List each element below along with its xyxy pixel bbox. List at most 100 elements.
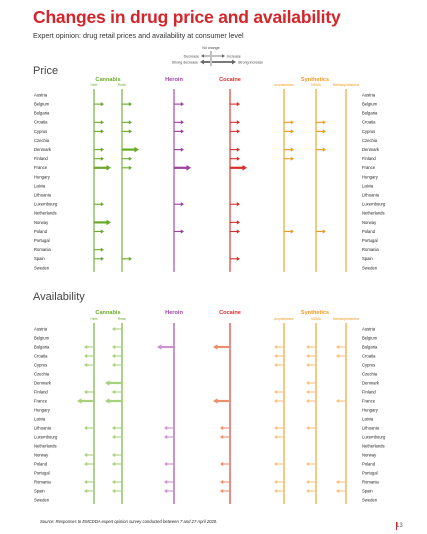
column-subheader: Methamphetamine [333,83,360,87]
arrow-head [322,229,326,234]
column-subheader: Resin [118,83,126,87]
country-label-left: Sweden [34,497,50,502]
arrow-head [164,461,168,467]
arrow-head [84,389,88,395]
country-label-right: Romania [362,247,379,252]
arrow-head [100,120,104,125]
legend-strong-increase-label: Strong increase [238,60,263,64]
country-label-right: Czechia [362,138,378,143]
arrow-head [306,380,310,386]
country-label-left: Hungary [34,407,51,412]
arrow-head [106,219,111,226]
arrow-head [236,220,240,225]
arrow-head [77,398,82,404]
country-label-right: Norway [362,452,377,457]
country-label-right: Bulgaria [362,344,378,349]
arrow-head [105,398,110,404]
country-label-left: France [34,165,48,170]
source-note: Source: Responses to EMCDDA expert opini… [40,519,218,524]
arrow-head [112,488,116,494]
arrow-head [274,479,278,485]
group-header: Synthetics [301,77,329,83]
column-subheader: Amphetamine [274,317,294,321]
legend-no-change-label: No change [202,46,219,50]
country-label-left: Norway [34,220,49,225]
country-label-right: Hungary [362,407,379,412]
country-label-right: Spain [362,488,373,493]
country-label-right: Romania [362,479,379,484]
country-label-left: Luxembourg [34,434,58,439]
arrow-head [336,353,340,359]
arrow-head [180,202,184,207]
country-label-left: Lithuania [34,425,52,430]
country-label-left: Finland [34,156,48,161]
country-label-right: Netherlands [362,211,385,216]
country-label-right: Luxembourg [362,202,386,207]
country-label-left: Croatia [34,353,48,358]
column-subheader: Herb [91,317,98,321]
arrow-head [290,229,294,234]
country-label-left: Romania [34,479,51,484]
arrow-head [274,362,278,368]
country-label-right: Austria [362,92,376,97]
country-label-left: Netherlands [34,211,57,216]
country-label-right: Belgium [362,335,378,340]
arrow-head [164,488,168,494]
country-label-left: Portugal [34,238,50,243]
country-label-left: Latvia [34,183,46,188]
country-label-right: France [362,398,376,403]
country-label-left: Netherlands [34,443,57,448]
arrow-head [236,147,240,152]
arrow-head [274,344,278,350]
arrow-head [84,488,88,494]
column-subheader: MDMA [311,83,322,87]
country-label-left: Denmark [34,380,52,385]
arrow-head [306,344,310,350]
column-subheader: Methamphetamine [333,317,360,321]
country-label-left: Portugal [34,470,50,475]
arrow-head [220,461,224,467]
arrow-head [100,129,104,134]
arrow-head [134,146,139,153]
country-label-right: Lithuania [362,193,380,198]
country-label-right: Croatia [362,120,376,125]
country-label-left: Hungary [34,174,51,179]
arrow-head [84,461,88,467]
arrow-head [100,256,104,261]
country-label-right: Croatia [362,353,376,358]
arrow-head [112,326,116,332]
legend-increase-label: Increase [227,54,241,58]
arrow-head [290,156,294,161]
arrow-head [186,165,191,171]
arrow-head [180,102,184,107]
arrow-head [336,479,340,485]
group-header: Cocaine [219,310,241,316]
country-label-left: Bulgaria [34,344,50,349]
arrow-head [306,398,310,404]
arrow-head [220,479,224,485]
country-label-left: Sweden [34,265,50,270]
column-subheader: Resin [118,317,126,321]
group-header: Heroin [165,310,183,316]
arrow-head [105,380,110,386]
country-label-right: Denmark [362,147,380,152]
page-subtitle: Expert opinion: drug retail prices and a… [33,31,244,40]
country-label-left: Czechia [34,371,50,376]
arrow-head [220,488,224,494]
arrow-head [306,461,310,467]
arrow-head [306,389,310,395]
country-label-left: Lithuania [34,193,52,198]
arrow-head [336,398,340,404]
page-title: Changes in drug price and availability [33,7,341,27]
arrow-head [242,165,247,171]
country-label-left: Bulgaria [34,111,50,116]
country-label-right: Latvia [362,183,374,188]
legend-strong-increase-arrowhead [232,59,236,65]
arrow-head [306,353,310,359]
country-label-left: Finland [34,389,48,394]
arrow-head [236,202,240,207]
country-label-right: Belgium [362,102,378,107]
arrow-head [112,425,116,431]
